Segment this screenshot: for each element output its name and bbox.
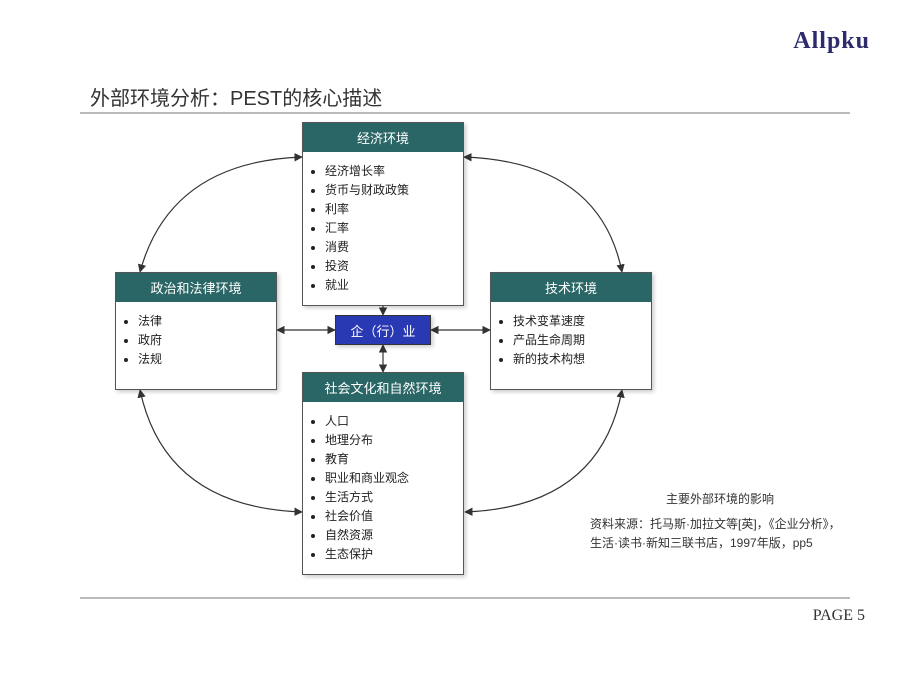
list-item: 社会价值	[325, 507, 453, 524]
box-social-body: 人口地理分布教育职业和商业观念生活方式社会价值自然资源生态保护	[303, 402, 463, 574]
list-item: 技术变革速度	[513, 312, 641, 329]
list-item: 利率	[325, 200, 453, 217]
box-technical-body: 技术变革速度产品生命周期新的技术构想	[491, 302, 651, 379]
list-item: 地理分布	[325, 431, 453, 448]
list-item: 新的技术构想	[513, 350, 641, 367]
list-item: 教育	[325, 450, 453, 467]
list-item: 货币与财政政策	[325, 181, 453, 198]
source-block: 主要外部环境的影响 资料来源：托马斯·加拉文等[英]，《企业分析》，生活·读书·…	[590, 490, 850, 554]
box-social-header: 社会文化和自然环境	[303, 373, 463, 402]
box-political: 政治和法律环境 法律政府法规	[115, 272, 277, 390]
list-item: 经济增长率	[325, 162, 453, 179]
list-item: 职业和商业观念	[325, 469, 453, 486]
rule-bottom	[80, 597, 850, 599]
list-item: 自然资源	[325, 526, 453, 543]
list-item: 产品生命周期	[513, 331, 641, 348]
center-box: 企（行）业	[335, 315, 431, 345]
box-social: 社会文化和自然环境 人口地理分布教育职业和商业观念生活方式社会价值自然资源生态保…	[302, 372, 464, 575]
list-item: 汇率	[325, 219, 453, 236]
box-political-body: 法律政府法规	[116, 302, 276, 379]
list-item: 消费	[325, 238, 453, 255]
source-citation: 资料来源：托马斯·加拉文等[英]，《企业分析》，生活·读书·新知三联书店，199…	[590, 515, 850, 553]
pest-diagram: 经济环境 经济增长率货币与财政政策利率汇率消费投资就业 政治和法律环境 法律政府…	[0, 112, 920, 597]
box-economic-body: 经济增长率货币与财政政策利率汇率消费投资就业	[303, 152, 463, 305]
list-item: 法律	[138, 312, 266, 329]
center-label: 企（行）业	[350, 321, 415, 340]
box-political-header: 政治和法律环境	[116, 273, 276, 302]
box-economic: 经济环境 经济增长率货币与财政政策利率汇率消费投资就业	[302, 122, 464, 306]
list-item: 生态保护	[325, 545, 453, 562]
list-item: 法规	[138, 350, 266, 367]
source-caption: 主要外部环境的影响	[590, 490, 850, 509]
list-item: 生活方式	[325, 488, 453, 505]
logo: Allpku	[793, 28, 870, 55]
list-item: 政府	[138, 331, 266, 348]
box-economic-header: 经济环境	[303, 123, 463, 152]
list-item: 人口	[325, 412, 453, 429]
box-technical: 技术环境 技术变革速度产品生命周期新的技术构想	[490, 272, 652, 390]
box-technical-header: 技术环境	[491, 273, 651, 302]
list-item: 就业	[325, 276, 453, 293]
list-item: 投资	[325, 257, 453, 274]
logo-text: Allpku	[793, 28, 870, 54]
page-number: PAGE 5	[813, 607, 865, 625]
page-title: 外部环境分析：PEST的核心描述	[90, 82, 382, 111]
